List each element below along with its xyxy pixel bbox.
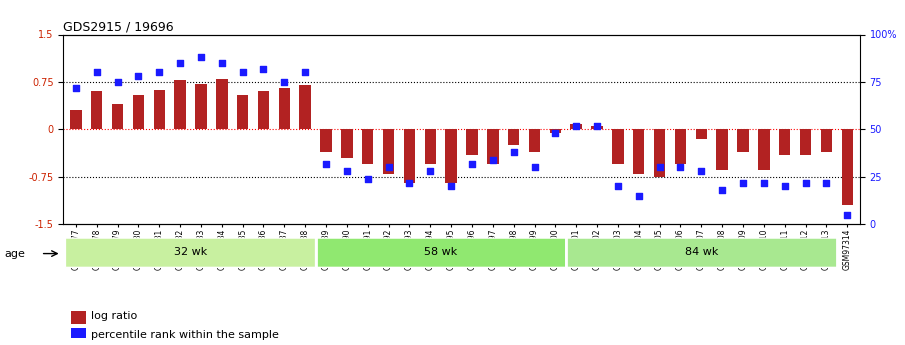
Bar: [821, 129, 832, 151]
Point: [819, 180, 834, 185]
Text: 84 wk: 84 wk: [684, 247, 718, 257]
Point: [423, 168, 437, 174]
Bar: [237, 95, 248, 129]
Point: [694, 168, 709, 174]
FancyBboxPatch shape: [65, 238, 316, 267]
Bar: [654, 129, 665, 177]
Point: [611, 184, 625, 189]
Text: age: age: [5, 249, 25, 258]
Point: [507, 149, 521, 155]
Point: [465, 161, 480, 166]
Point: [277, 79, 291, 85]
Bar: [570, 124, 582, 129]
Point: [152, 70, 167, 75]
Point: [235, 70, 250, 75]
Point: [194, 55, 208, 60]
Point: [298, 70, 312, 75]
Text: GDS2915 / 19696: GDS2915 / 19696: [63, 20, 174, 33]
Bar: [424, 129, 436, 164]
Bar: [175, 80, 186, 129]
Bar: [320, 129, 332, 151]
Point: [673, 165, 688, 170]
Bar: [779, 129, 790, 155]
Point: [214, 60, 229, 66]
Bar: [112, 104, 123, 129]
Point: [319, 161, 333, 166]
Point: [339, 168, 354, 174]
Point: [173, 60, 187, 66]
Point: [381, 165, 395, 170]
Bar: [612, 129, 624, 164]
Point: [590, 123, 605, 128]
Point: [548, 130, 563, 136]
Point: [486, 157, 500, 162]
Bar: [758, 129, 769, 170]
Bar: [591, 126, 603, 129]
Bar: [738, 129, 748, 151]
Bar: [258, 91, 269, 129]
Bar: [487, 129, 499, 164]
Point: [443, 184, 458, 189]
Bar: [383, 129, 395, 174]
Point: [632, 193, 646, 199]
Bar: [362, 129, 374, 164]
Bar: [133, 95, 144, 129]
Bar: [279, 88, 291, 129]
Bar: [633, 129, 644, 174]
Bar: [71, 328, 86, 342]
Bar: [71, 310, 86, 324]
FancyBboxPatch shape: [566, 238, 837, 267]
FancyBboxPatch shape: [316, 238, 566, 267]
Bar: [300, 85, 311, 129]
Bar: [341, 129, 353, 158]
Point: [402, 180, 416, 185]
Bar: [508, 129, 519, 145]
Text: log ratio: log ratio: [91, 311, 138, 321]
Bar: [195, 84, 206, 129]
Point: [90, 70, 104, 75]
Bar: [717, 129, 728, 170]
Point: [798, 180, 813, 185]
Point: [757, 180, 771, 185]
Bar: [800, 129, 811, 155]
Bar: [549, 129, 561, 132]
Bar: [404, 129, 415, 183]
Point: [528, 165, 542, 170]
Point: [69, 85, 83, 90]
Point: [653, 165, 667, 170]
Bar: [91, 91, 102, 129]
Point: [110, 79, 125, 85]
Bar: [466, 129, 478, 155]
Bar: [696, 129, 707, 139]
Point: [840, 212, 854, 217]
Bar: [70, 110, 81, 129]
Bar: [842, 129, 853, 205]
Point: [131, 73, 146, 79]
Text: percentile rank within the sample: percentile rank within the sample: [91, 330, 279, 339]
Text: 32 wk: 32 wk: [174, 247, 207, 257]
Bar: [154, 90, 165, 129]
Point: [569, 123, 584, 128]
Bar: [675, 129, 686, 164]
Point: [777, 184, 792, 189]
Point: [715, 187, 729, 193]
Point: [360, 176, 375, 181]
Text: 58 wk: 58 wk: [424, 247, 457, 257]
Bar: [216, 79, 227, 129]
Point: [256, 66, 271, 71]
Bar: [445, 129, 457, 183]
Point: [736, 180, 750, 185]
Bar: [529, 129, 540, 151]
